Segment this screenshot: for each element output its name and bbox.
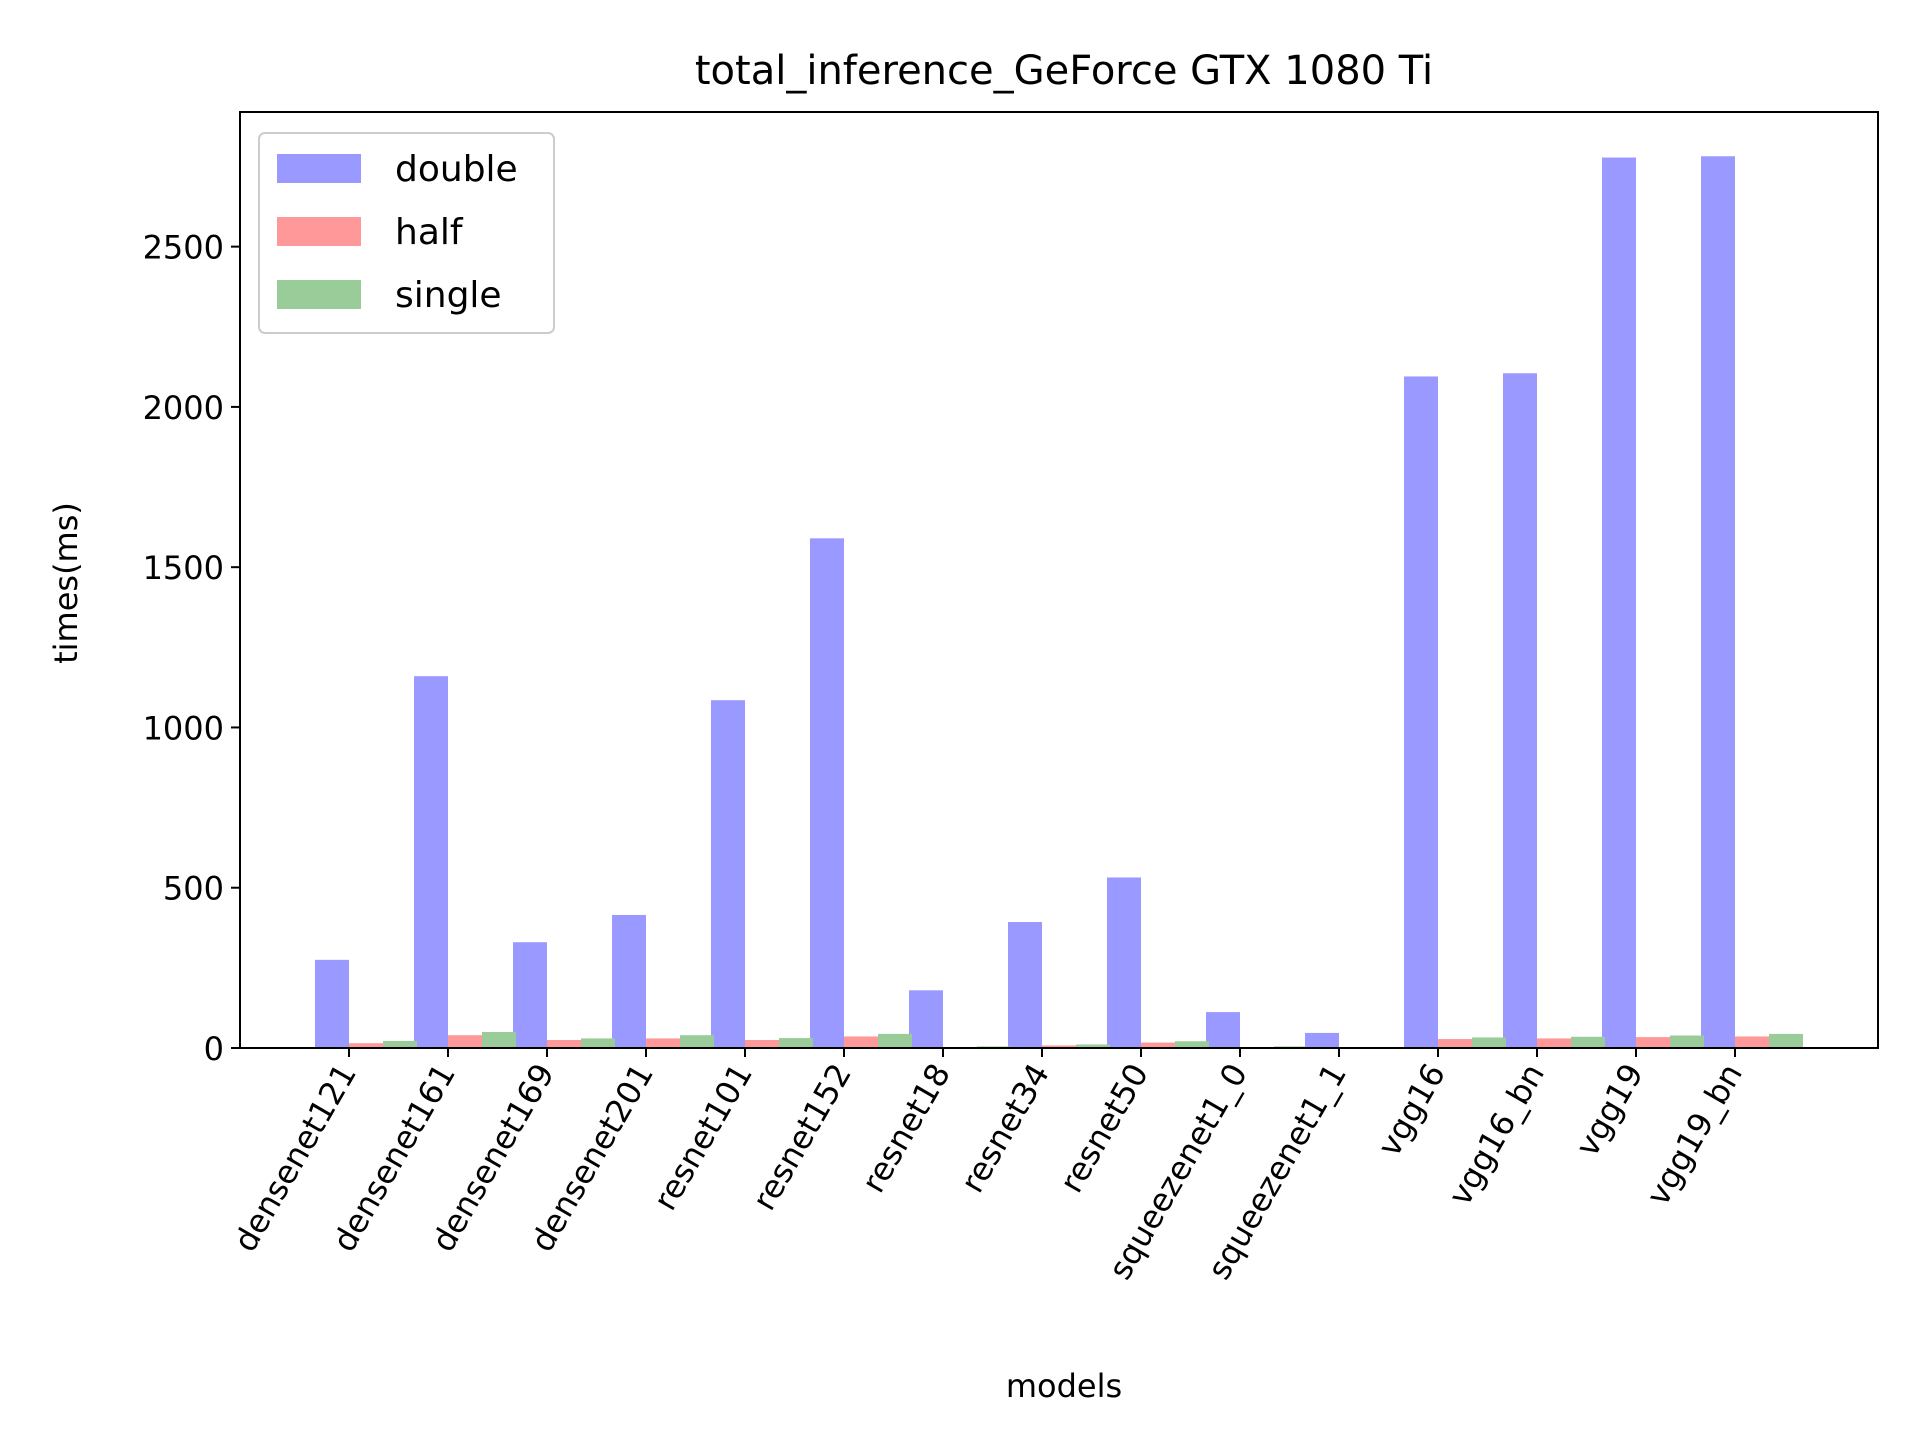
bar-single-resnet101: [779, 1038, 813, 1048]
bar-single-vgg16: [1472, 1037, 1506, 1048]
bar-single-densenet169: [581, 1038, 615, 1048]
bar-half-densenet201: [646, 1038, 680, 1048]
legend-label-double: double: [395, 149, 518, 190]
bar-half-vgg19_bn: [1735, 1036, 1769, 1048]
bar-half-vgg19: [1636, 1037, 1670, 1048]
bar-double-vgg16: [1404, 376, 1438, 1048]
bar-double-resnet34: [1008, 922, 1042, 1048]
y-tick-label: 1500: [143, 549, 224, 587]
x-tick-label: vgg16: [1370, 1057, 1453, 1163]
y-tick-label: 2000: [143, 389, 224, 427]
bar-double-densenet161: [414, 676, 448, 1048]
legend: double half single: [259, 133, 554, 333]
y-axis-label: times(ms): [47, 502, 85, 664]
legend-swatch-half: [277, 217, 361, 246]
bar-double-densenet201: [612, 915, 646, 1048]
legend-swatch-single: [277, 280, 361, 309]
y-tick-label: 500: [163, 870, 224, 908]
x-tick-label: resnet34: [953, 1057, 1057, 1199]
legend-swatch-double: [277, 154, 361, 183]
y-tick-label: 1000: [143, 709, 224, 747]
bar-double-densenet121: [315, 960, 349, 1048]
bar-half-densenet169: [547, 1040, 581, 1048]
legend-label-half: half: [395, 212, 464, 253]
bar-double-squeezenet1_0: [1206, 1012, 1240, 1048]
y-tick-label: 2500: [143, 229, 224, 267]
x-tick-label: resnet152: [745, 1057, 859, 1217]
bar-half-resnet152: [844, 1036, 878, 1048]
bar-single-resnet152: [878, 1034, 912, 1048]
bar-double-resnet50: [1107, 877, 1141, 1048]
bar-half-densenet161: [448, 1035, 482, 1048]
bar-double-vgg16_bn: [1503, 373, 1537, 1048]
bar-half-resnet101: [745, 1040, 779, 1048]
bar-half-vgg16: [1438, 1039, 1472, 1048]
x-tick-label: resnet101: [646, 1057, 760, 1217]
bar-half-vgg16_bn: [1537, 1038, 1571, 1048]
x-tick-label: vgg19_bn: [1639, 1057, 1750, 1212]
bar-single-densenet161: [482, 1032, 516, 1048]
bar-double-vgg19_bn: [1701, 156, 1735, 1048]
x-tick-label: vgg16_bn: [1441, 1057, 1552, 1212]
x-axis-label: models: [1006, 1367, 1122, 1405]
bar-single-vgg16_bn: [1571, 1037, 1605, 1048]
bar-single-densenet121: [383, 1041, 417, 1048]
bar-single-vgg19_bn: [1769, 1034, 1803, 1048]
bar-double-resnet101: [711, 700, 745, 1048]
bar-double-resnet152: [810, 538, 844, 1048]
legend-label-single: single: [395, 275, 502, 316]
bar-double-resnet18: [909, 990, 943, 1048]
bar-double-vgg19: [1602, 158, 1636, 1048]
bar-double-densenet169: [513, 942, 547, 1048]
x-tick-label: resnet50: [1052, 1057, 1156, 1199]
bar-double-squeezenet1_1: [1305, 1033, 1339, 1048]
bar-single-resnet50: [1175, 1041, 1209, 1048]
bar-single-vgg19: [1670, 1035, 1704, 1048]
chart-title: total_inference_GeForce GTX 1080 Ti: [695, 48, 1433, 94]
x-tick-label: resnet18: [854, 1057, 958, 1199]
x-tick-label: vgg19: [1568, 1057, 1651, 1163]
y-tick-label: 0: [204, 1030, 224, 1068]
bar-single-densenet201: [680, 1035, 714, 1048]
